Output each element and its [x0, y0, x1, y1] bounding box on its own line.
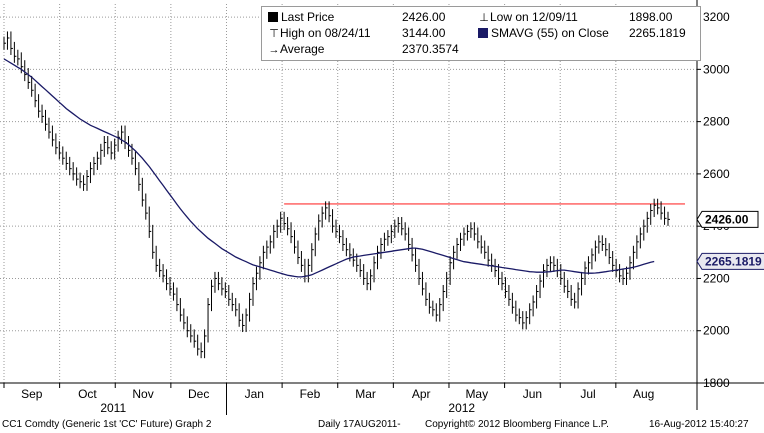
legend-last-price-label: Last Price	[281, 10, 335, 24]
y-tick-label: 3000	[703, 62, 730, 76]
month-label: Mar	[355, 387, 376, 401]
y-tick-label: 3200	[703, 10, 730, 24]
legend-high-label: High on 08/24/11	[280, 26, 371, 40]
y-tick-label: 2600	[703, 167, 730, 181]
y-tick-label: 2200	[703, 271, 730, 285]
price-tag-label: 2265.1819	[705, 254, 762, 268]
year-label: 2011	[100, 401, 126, 415]
legend-last-price-value: 2426.00	[402, 10, 446, 24]
y-tick-label: 2000	[703, 324, 730, 338]
month-label: Feb	[300, 387, 321, 401]
price-tag-box	[696, 252, 764, 270]
legend-average: →Average	[268, 41, 325, 58]
average-marker-icon: →	[268, 44, 280, 56]
legend-low: ⊥Low on 12/09/11	[478, 9, 578, 26]
chart-footer: CC1 Comdty (Generic 1st 'CC' Future) Gra…	[0, 416, 764, 433]
footer-copyright: Copyright© 2012 Bloomberg Finance L.P.	[425, 419, 609, 430]
price-tag-label: 2426.00	[705, 212, 749, 226]
month-label: Oct	[78, 387, 97, 401]
chart-axes: 32003000280026002400220020001800SepOctNo…	[0, 0, 764, 415]
month-label: Sep	[21, 387, 43, 401]
month-label: Jul	[580, 387, 595, 401]
sma-series-line	[3, 58, 655, 278]
legend-average-label: Average	[280, 42, 325, 56]
month-label: May	[465, 387, 488, 401]
price-tag-box	[696, 210, 759, 228]
legend-low-label: Low on 12/09/11	[490, 10, 578, 24]
footer-period: Daily 17AUG2011-	[318, 419, 401, 430]
month-label: Aug	[633, 387, 654, 401]
low-marker-icon: ⊥	[479, 12, 489, 24]
legend-smavg-value: 2265.1819	[629, 26, 686, 40]
month-label: Dec	[188, 387, 209, 401]
legend-high: ⊤High on 08/24/11	[268, 25, 371, 42]
year-label: 2012	[448, 401, 475, 415]
chart-series	[3, 31, 685, 359]
legend-swatch-smavg	[478, 28, 488, 38]
legend-high-value: 3144.00	[402, 26, 446, 40]
footer-timestamp: 16-Aug-2012 15:40:27	[649, 419, 749, 430]
month-label: Jan	[245, 387, 264, 401]
month-label: Jun	[523, 387, 542, 401]
month-label: Nov	[132, 387, 153, 401]
legend-smavg: SMAVG (55) on Close	[478, 25, 609, 41]
y-tick-label: 1800	[703, 376, 730, 390]
legend-last-price: Last Price	[268, 9, 334, 25]
footer-ticker: CC1 Comdty (Generic 1st 'CC' Future) Gra…	[2, 419, 212, 430]
high-marker-icon: ⊤	[269, 28, 279, 40]
legend-average-value: 2370.3574	[402, 42, 459, 56]
legend-swatch-last-price	[268, 12, 278, 22]
y-tick-label: 2800	[703, 115, 730, 129]
month-label: Apr	[412, 387, 431, 401]
legend-smavg-label: SMAVG (55) on Close	[491, 26, 609, 40]
chart-legend: Last Price 2426.00 ⊥Low on 12/09/11 1898…	[261, 6, 701, 61]
legend-low-value: 1898.00	[629, 10, 673, 24]
